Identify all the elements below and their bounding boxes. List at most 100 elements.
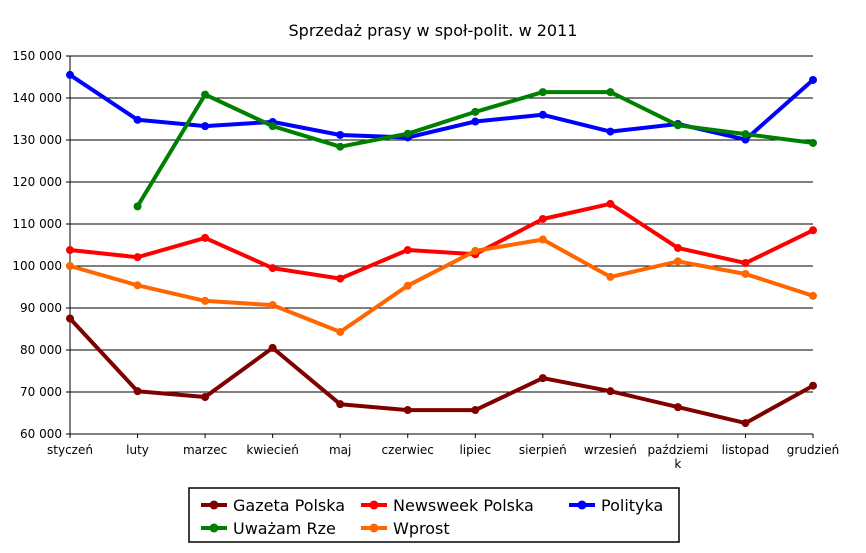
data-point bbox=[403, 281, 412, 290]
data-point bbox=[201, 296, 210, 305]
data-point bbox=[336, 400, 345, 409]
y-tick-label: 150 000 bbox=[12, 49, 62, 63]
y-tick-label: 90 000 bbox=[20, 301, 62, 315]
y-tick-label: 60 000 bbox=[20, 427, 62, 441]
data-point bbox=[268, 343, 277, 352]
series-lines bbox=[66, 70, 817, 428]
series-line bbox=[68, 201, 815, 281]
x-tick-label: grudzień bbox=[787, 443, 839, 457]
data-point bbox=[268, 264, 277, 273]
axes: 60 000 70 000 80 000 90 000 100 000 110 000 12… bbox=[12, 49, 839, 471]
x-tick-label: kwiecień bbox=[246, 443, 298, 457]
data-point bbox=[133, 202, 142, 211]
legend-label: Polityka bbox=[601, 496, 663, 515]
legend-marker bbox=[209, 523, 219, 533]
legend-marker bbox=[369, 523, 379, 533]
data-point bbox=[133, 115, 142, 124]
data-point bbox=[66, 314, 74, 323]
legend-box bbox=[188, 487, 680, 543]
y-tick-label: 120 000 bbox=[12, 175, 62, 189]
data-point bbox=[741, 419, 750, 428]
data-point bbox=[336, 142, 345, 151]
data-point bbox=[673, 257, 682, 266]
data-point bbox=[606, 387, 615, 396]
grid-lines bbox=[70, 55, 813, 435]
y-tick-label: 80 000 bbox=[20, 343, 62, 357]
data-point bbox=[403, 406, 412, 415]
data-point bbox=[268, 301, 277, 310]
data-point bbox=[471, 246, 480, 255]
data-point bbox=[471, 117, 480, 126]
series-wprost bbox=[66, 235, 817, 336]
y-tick-label: 140 000 bbox=[12, 91, 62, 105]
data-point bbox=[336, 130, 345, 139]
data-point bbox=[809, 138, 817, 147]
x-tick-label: paździemi bbox=[647, 443, 708, 457]
data-point bbox=[538, 88, 547, 97]
data-point bbox=[403, 246, 412, 255]
data-point bbox=[606, 127, 615, 136]
data-point bbox=[809, 226, 817, 235]
data-point bbox=[606, 88, 615, 97]
data-point bbox=[471, 107, 480, 116]
legend-marker bbox=[369, 500, 379, 510]
legend-item: Gazeta Polska bbox=[201, 496, 345, 515]
data-point bbox=[673, 121, 682, 130]
data-point bbox=[538, 110, 547, 119]
data-point bbox=[403, 129, 412, 138]
y-tick-label: 100 000 bbox=[12, 259, 62, 273]
x-tick-label: lipiec bbox=[459, 443, 491, 457]
data-point bbox=[809, 291, 817, 300]
series-uwa-am-rze bbox=[133, 88, 817, 211]
data-point bbox=[809, 75, 817, 84]
data-point bbox=[471, 406, 480, 415]
data-point bbox=[538, 235, 547, 244]
series-gazeta-polska bbox=[66, 314, 817, 428]
y-tick-label: 110 000 bbox=[12, 217, 62, 231]
series-polityka bbox=[66, 70, 817, 144]
legend-item: Uważam Rze bbox=[201, 519, 336, 538]
data-point bbox=[741, 269, 750, 278]
chart-title: Sprzedaż prasy w społ-polit. w 2011 bbox=[289, 21, 578, 40]
legend-label: Newsweek Polska bbox=[393, 496, 534, 515]
legend-label: Wprost bbox=[393, 519, 450, 538]
x-tick-label: sierpień bbox=[519, 443, 567, 457]
x-tick-label: styczeń bbox=[47, 443, 93, 457]
x-tick-label: listopad bbox=[722, 443, 770, 457]
legend-label: Gazeta Polska bbox=[233, 496, 345, 515]
data-point bbox=[201, 393, 210, 402]
series-newsweek-polska bbox=[66, 199, 817, 283]
legend-item: Wprost bbox=[361, 519, 450, 538]
data-point bbox=[336, 327, 345, 336]
data-point bbox=[201, 233, 210, 242]
legend-marker bbox=[209, 500, 219, 510]
x-tick-label: wrzesień bbox=[584, 443, 637, 457]
legend-marker bbox=[577, 500, 587, 510]
data-point bbox=[336, 274, 345, 283]
x-tick-label: luty bbox=[126, 443, 149, 457]
data-point bbox=[673, 243, 682, 252]
x-tick-label: czerwiec bbox=[382, 443, 434, 457]
data-point bbox=[268, 122, 277, 131]
series-line bbox=[68, 316, 815, 426]
data-point bbox=[133, 253, 142, 262]
data-point bbox=[66, 246, 74, 255]
x-tick-label: maj bbox=[329, 443, 351, 457]
legend-item: Newsweek Polska bbox=[361, 496, 534, 515]
data-point bbox=[606, 272, 615, 281]
y-tick-label: 130 000 bbox=[12, 133, 62, 147]
data-point bbox=[741, 259, 750, 268]
data-point bbox=[201, 90, 210, 99]
data-point bbox=[538, 374, 547, 383]
data-point bbox=[133, 281, 142, 290]
data-point bbox=[538, 214, 547, 223]
x-tick-label: marzec bbox=[183, 443, 227, 457]
data-point bbox=[673, 403, 682, 412]
data-point bbox=[201, 122, 210, 131]
legend-label: Uważam Rze bbox=[233, 519, 336, 538]
data-point bbox=[741, 130, 750, 139]
data-point bbox=[66, 262, 74, 270]
data-point bbox=[809, 381, 817, 390]
